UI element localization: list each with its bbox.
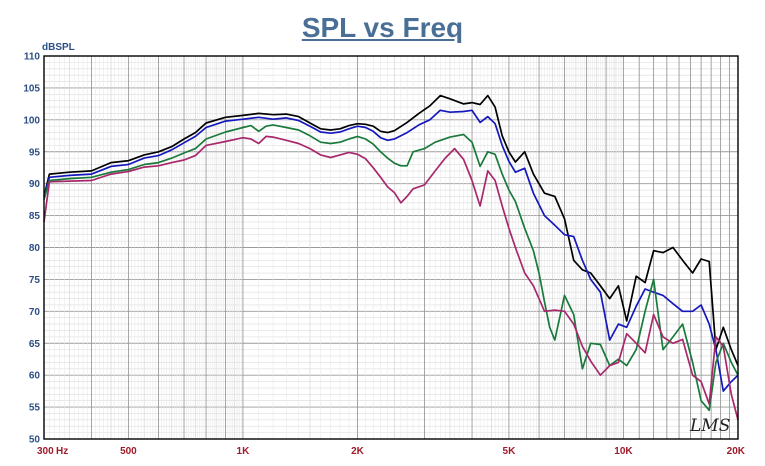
signature-logo: LMS bbox=[689, 416, 730, 436]
y-axis-unit-label: dBSPL bbox=[42, 42, 75, 53]
x-tick-label: 300 bbox=[37, 446, 54, 457]
y-tick-label: 95 bbox=[29, 147, 41, 158]
y-tick-label: 100 bbox=[23, 115, 40, 126]
x-tick-label: 10K bbox=[614, 446, 633, 457]
y-tick-label: 60 bbox=[29, 371, 41, 382]
series-line-3 bbox=[43, 124, 739, 412]
y-tick-label: 55 bbox=[29, 403, 41, 414]
series-line-2 bbox=[43, 109, 739, 392]
x-tick-labels: 300 500 1K 2K 5K 10K 20K bbox=[37, 446, 746, 457]
x-tick-label: 1K bbox=[237, 446, 251, 457]
y-tick-label: 65 bbox=[29, 339, 41, 350]
x-tick-label: 20K bbox=[727, 446, 746, 457]
plot-frame bbox=[43, 55, 739, 440]
y-tick-label: 90 bbox=[29, 179, 41, 190]
y-tick-label: 110 bbox=[24, 52, 41, 63]
y-tick-label: 80 bbox=[29, 243, 41, 254]
y-tick-label: 105 bbox=[23, 83, 40, 94]
series-line-1 bbox=[43, 94, 739, 366]
grid-lines bbox=[43, 55, 739, 440]
x-axis-unit-label: Hz bbox=[56, 446, 68, 457]
y-tick-labels: 50 55 60 65 70 75 80 85 90 95 100 105 110 bbox=[23, 52, 40, 446]
x-tick-label: 2K bbox=[351, 446, 365, 457]
y-tick-label: 85 bbox=[29, 211, 41, 222]
series-lines bbox=[43, 94, 739, 421]
y-tick-label: 75 bbox=[29, 275, 41, 286]
x-tick-label: 5K bbox=[503, 446, 517, 457]
series-line-4 bbox=[43, 135, 739, 421]
y-tick-label: 70 bbox=[29, 307, 41, 318]
x-tick-label: 500 bbox=[120, 446, 137, 457]
y-tick-label: 50 bbox=[29, 435, 41, 446]
chart-title: SPL vs Freq bbox=[301, 12, 464, 43]
